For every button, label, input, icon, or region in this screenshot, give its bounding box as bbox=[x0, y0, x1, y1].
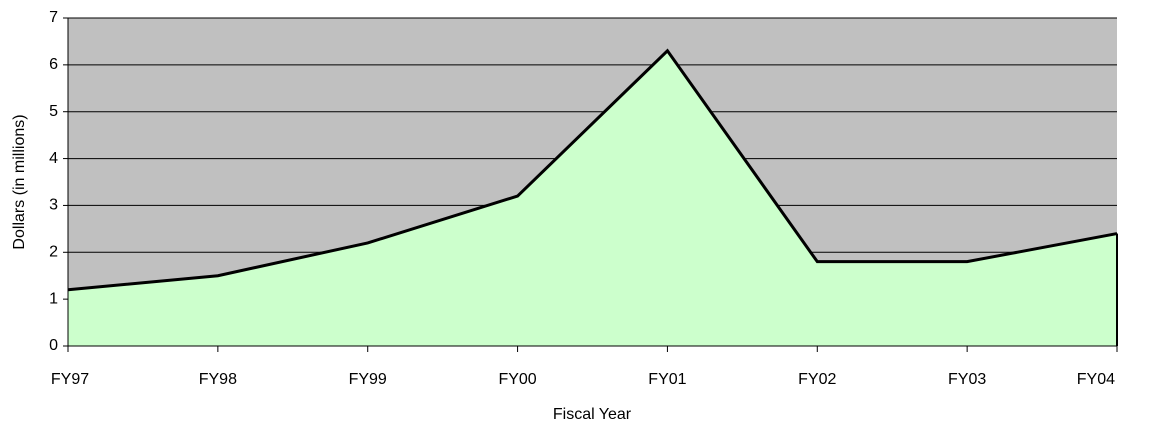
area bbox=[68, 50, 1117, 347]
y-tick-label: 7 bbox=[49, 9, 58, 26]
x-tick-label: FY00 bbox=[498, 371, 536, 388]
y-tick-label: 3 bbox=[49, 197, 58, 214]
y-tick-label: 4 bbox=[49, 150, 58, 167]
x-tick-label: FY02 bbox=[798, 371, 836, 388]
y-tick-label: 6 bbox=[49, 56, 58, 73]
x-tick-label: FY01 bbox=[648, 371, 686, 388]
y-axis-label: Dollars (in millions) bbox=[11, 114, 28, 249]
y-tick-label: 1 bbox=[49, 290, 58, 307]
y-tick-label: 0 bbox=[49, 337, 58, 354]
y-tick-label: 2 bbox=[49, 244, 58, 261]
x-tick-label: FY98 bbox=[199, 371, 237, 388]
x-tick-label: FY04 bbox=[1077, 371, 1115, 388]
x-tick-label: FY97 bbox=[51, 371, 89, 388]
area-line bbox=[67, 48, 1118, 292]
x-tick-label: FY03 bbox=[948, 371, 986, 388]
y-tick-label: 5 bbox=[49, 103, 58, 120]
x-axis-label: Fiscal Year bbox=[553, 406, 632, 423]
x-tick-label: FY99 bbox=[349, 371, 387, 388]
